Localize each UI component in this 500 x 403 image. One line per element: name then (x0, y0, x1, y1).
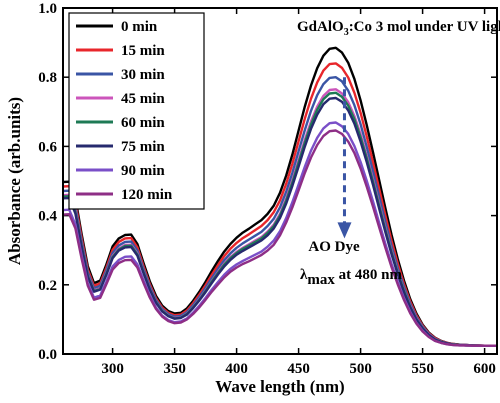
series-line (63, 129, 497, 347)
y-tick-label: 0.8 (38, 70, 57, 86)
x-axis-label: Wave length (nm) (215, 377, 344, 396)
y-tick-label: 0.4 (38, 209, 57, 225)
y-tick-label: 1.0 (38, 1, 57, 17)
legend-label: 30 min (121, 67, 165, 83)
x-tick-label: 600 (473, 361, 496, 377)
chart-title: GdAlO3:Co 3 mol under UV light (297, 19, 500, 38)
chart-title-main: GdAlO (297, 19, 344, 35)
series-line (63, 96, 497, 347)
x-tick-label: 500 (349, 361, 372, 377)
x-tick-label: 350 (163, 361, 186, 377)
annotation-lambda-label: λmax at 480 nm (300, 267, 402, 288)
y-tick-label: 0.6 (38, 139, 57, 155)
x-tick-label: 400 (225, 361, 248, 377)
legend-label: 60 min (121, 115, 165, 131)
y-axis-label: Absorbance (arb.units) (5, 97, 24, 265)
x-tick-label: 300 (101, 361, 124, 377)
annotation-lambda-sub: max (307, 272, 335, 288)
legend-entries: 0 min 15 min 30 min 45 min 60 min 75 min 90 mi… (76, 19, 173, 203)
annotation-lambda: λ (300, 267, 308, 283)
chart-title-subscript: 3 (344, 27, 349, 38)
x-tick-labels: 300 350 400 450 500 550 600 (101, 361, 496, 377)
annotation-lambda-rest: at 480 nm (335, 267, 403, 283)
legend-label: 75 min (121, 139, 165, 155)
legend-label: 45 min (121, 91, 165, 107)
peak-annotation: AO Dye λmax at 480 nm (300, 77, 402, 288)
legend-label: 120 min (121, 187, 173, 203)
chart-title-rest: :Co 3 mol under UV light (349, 19, 500, 35)
arrowhead-icon (337, 222, 352, 239)
annotation-dye-label: AO Dye (308, 239, 360, 255)
legend-box (68, 12, 205, 210)
y-tick-label: 0.0 (38, 347, 57, 363)
plot-frame (62, 7, 498, 355)
legend-label: 90 min (121, 163, 165, 179)
x-tick-label: 450 (287, 361, 310, 377)
legend-label: 15 min (121, 43, 165, 59)
series-lines (63, 46, 497, 347)
legend-label: 0 min (121, 19, 158, 35)
y-tick-labels: 0.0 0.2 0.4 0.6 0.8 1.0 (38, 1, 57, 363)
legend: 0 min 15 min 30 min 45 min 60 min 75 min 90 mi… (68, 12, 205, 210)
y-tick-label: 0.2 (38, 278, 57, 294)
x-tick-label: 550 (411, 361, 434, 377)
